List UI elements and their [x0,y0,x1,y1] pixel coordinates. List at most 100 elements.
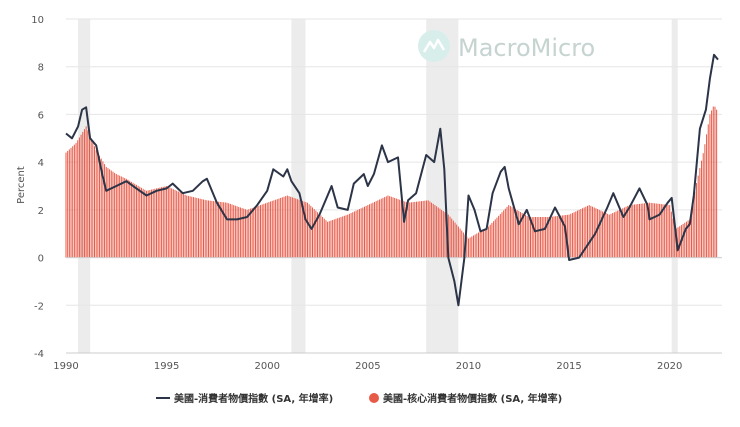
y-tick-label: 8 [38,63,44,74]
core-cpi-bar [375,201,377,258]
core-cpi-bar [107,168,109,258]
core-cpi-bar [213,201,215,258]
core-cpi-bar [420,201,423,258]
core-cpi-bar [397,199,399,258]
y-tick-label: 10 [31,15,44,26]
core-cpi-bar [330,220,332,258]
core-cpi-bar [276,199,278,258]
core-cpi-bar [154,188,156,258]
core-cpi-bar [387,195,389,258]
core-cpi-bar [620,209,622,258]
core-cpi-bar [140,187,142,258]
core-cpi-bar [644,203,646,258]
core-cpi-bar [360,208,362,258]
core-cpi-bar [489,224,491,258]
core-cpi-bar [308,204,310,258]
core-cpi-bar [558,215,560,258]
core-cpi-bar [410,202,412,258]
core-cpi-bar [286,195,288,258]
core-cpi-bar [581,208,583,258]
core-cpi-bar [218,201,220,258]
gridlines [66,18,722,354]
core-cpi-bar [524,215,526,258]
core-cpi-bar [369,204,371,258]
core-cpi-bar [563,215,565,258]
core-cpi-bar [412,202,414,258]
core-cpi-bar [600,210,602,258]
core-cpi-bar [605,213,607,258]
core-cpi-bar [556,216,558,258]
core-cpi-bar [461,230,463,258]
legend[interactable]: 美國-消費者物價指數 (SA, 年增率) 美國-核心消費者物價指數 (SA, 年… [156,392,562,405]
core-cpi-bar [535,217,537,258]
core-cpi-bar [132,182,134,258]
core-cpi-bar [182,193,184,258]
core-cpi-bar [660,204,662,258]
core-cpi-bar [65,152,67,258]
core-cpi-bar [78,137,80,258]
core-cpi-bar [357,209,359,258]
core-cpi-bar [201,199,203,258]
core-cpi-bar [419,201,421,258]
core-cpi-bar [367,205,369,258]
core-cpi-bar [306,202,308,258]
core-cpi-bar [674,224,676,258]
core-cpi-bar [236,206,238,258]
core-cpi-bar [134,183,136,258]
core-cpi-bar [211,200,213,258]
core-cpi-bar [130,181,132,258]
core-cpi-bar [73,144,75,258]
core-cpi-bar [439,208,441,258]
core-cpi-bar [491,222,493,258]
legend-item-cpi[interactable]: 美國-消費者物價指數 (SA, 年增率) [156,392,333,405]
core-cpi-bar [273,200,275,258]
core-cpi-bar [442,211,444,258]
core-cpi-bar [244,209,246,258]
core-cpi-bar [701,160,703,258]
core-cpi-bar [436,206,438,258]
core-cpi-bar [370,203,372,258]
core-cpi-bar [80,134,82,258]
core-cpi-bar [377,200,379,258]
legend-item-core-cpi[interactable]: 美國-核心消費者物價指數 (SA, 年增率) [369,392,562,405]
core-cpi-bar [219,201,221,258]
core-cpi-bar [196,197,198,258]
core-cpi-bar [374,201,376,258]
core-cpi-bar [206,200,208,258]
core-cpi-bar [519,212,521,258]
core-cpi-bar [328,221,330,258]
x-tick-label: 2020 [657,361,682,372]
core-cpi-bar [295,198,297,258]
core-cpi-bar [632,204,634,258]
core-cpi-bar [189,196,191,258]
core-cpi-bar [612,213,614,258]
core-cpi-bar [694,191,696,258]
core-cpi-bar [590,205,592,258]
core-cpi-bar [513,208,515,258]
core-cpi-bar [224,202,226,258]
core-cpi-bar [253,207,255,258]
core-cpi-bar [139,186,141,258]
core-cpi-bar [543,217,545,258]
core-cpi-bar [348,213,350,258]
core-cpi-bar [652,203,654,258]
core-cpi-bar [578,209,580,258]
core-cpi-bar [570,213,572,258]
core-cpi-bar [424,200,426,258]
core-cpi-bar [449,216,451,258]
core-cpi-bar [444,212,446,258]
x-tick-label: 1995 [154,361,179,372]
core-cpi-bar [87,130,89,258]
core-cpi-bar [72,146,74,258]
core-cpi-bar [268,202,270,258]
core-cpi-bar [684,222,686,258]
core-cpi-bar [483,229,485,258]
core-cpi-bar [229,203,231,258]
core-cpi-bar [174,189,176,258]
watermark: MacroMicro [418,30,595,62]
core-cpi-bar [426,200,428,258]
core-cpi-bar [342,216,344,258]
core-cpi-bar [164,186,166,258]
core-cpi-bar [186,195,188,258]
core-cpi-bar [509,206,511,258]
